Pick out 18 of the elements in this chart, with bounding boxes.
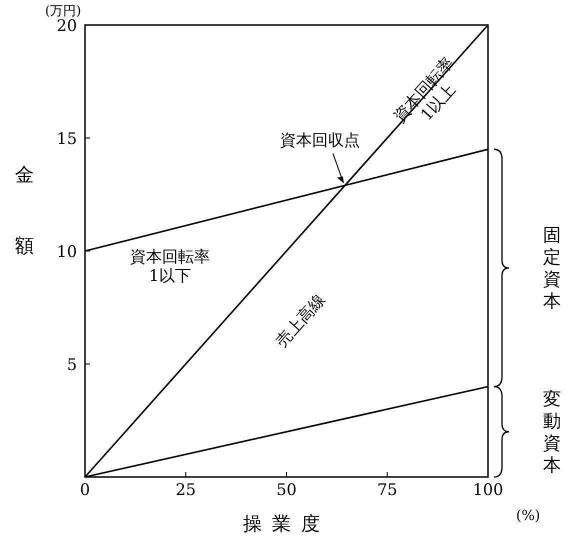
y-axis-title: 金額 — [14, 150, 36, 290]
x-axis-title: 操業度 — [243, 513, 330, 535]
annotation: 売上高線 — [272, 290, 329, 351]
text: 固定資本 — [543, 224, 561, 312]
annotation: 資本回収点 — [280, 130, 360, 150]
x-tick-label: 50 — [276, 480, 297, 499]
y-tick-label: 15 — [56, 129, 77, 148]
x-tick-label: 0 — [80, 480, 90, 499]
x-tick-label: 75 — [377, 480, 398, 499]
y-tick-label: 5 — [66, 355, 77, 374]
text: (万円) — [45, 4, 82, 19]
x-tick-label: 25 — [176, 480, 196, 499]
text: 変動資本 — [543, 388, 561, 476]
x-tick-label: 100 — [472, 480, 504, 499]
y-tick-label: 20 — [56, 16, 77, 35]
annotation: 資本回転率 1以下 — [130, 247, 210, 285]
y-tick-label: 10 — [56, 242, 77, 261]
text: (%) — [516, 508, 540, 524]
